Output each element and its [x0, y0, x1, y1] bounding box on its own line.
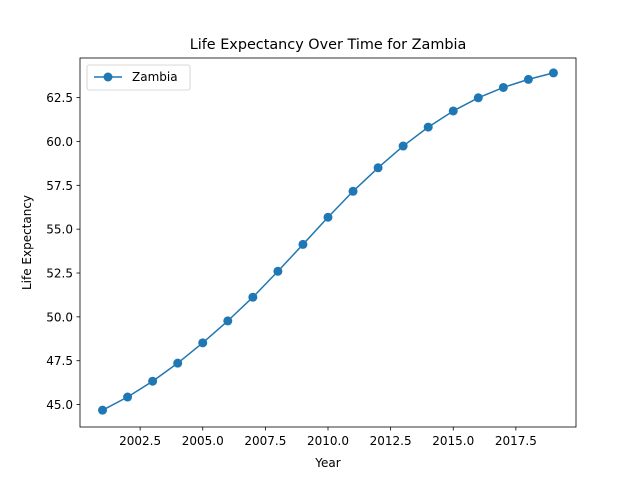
x-tick-label: 2007.5 — [244, 434, 286, 448]
legend-marker-swatch — [103, 72, 113, 82]
data-point-zambia — [323, 212, 333, 222]
data-point-zambia — [198, 338, 208, 348]
x-tick-label: 2015.0 — [432, 434, 474, 448]
data-point-zambia — [223, 316, 233, 326]
legend-label-zambia: Zambia — [132, 70, 178, 84]
data-point-zambia — [273, 266, 283, 276]
x-axis-label: Year — [314, 456, 340, 470]
data-point-zambia — [98, 405, 108, 415]
y-axis-ticks: 45.0 47.5 50.0 52.5 55.0 57.5 60.0 62.5 — [46, 91, 80, 412]
data-point-zambia — [248, 292, 258, 302]
data-point-zambia — [373, 163, 383, 173]
x-tick-label: 2005.0 — [182, 434, 224, 448]
data-point-zambia — [148, 376, 158, 386]
x-tick-label: 2002.5 — [119, 434, 161, 448]
y-axis-label: Life Expectancy — [20, 195, 34, 290]
data-point-zambia — [298, 239, 308, 249]
chart-title: Life Expectancy Over Time for Zambia — [190, 37, 467, 53]
data-point-zambia — [498, 82, 508, 92]
data-point-zambia — [473, 93, 483, 103]
y-tick-label: 57.5 — [46, 179, 73, 193]
data-point-zambia — [448, 106, 458, 116]
x-axis-ticks: 2002.5 2005.0 2007.5 2010.0 2012.5 2015.0 2017… — [119, 427, 537, 448]
data-point-zambia — [173, 358, 183, 368]
y-tick-label: 45.0 — [46, 398, 73, 412]
x-tick-label: 2012.5 — [370, 434, 412, 448]
y-tick-label: 60.0 — [46, 135, 73, 149]
y-tick-label: 52.5 — [46, 267, 73, 281]
x-tick-label: 2010.0 — [307, 434, 349, 448]
series-layer — [98, 68, 558, 415]
y-tick-label: 47.5 — [46, 354, 73, 368]
x-tick-label: 2017.5 — [495, 434, 537, 448]
legend-box — [86, 64, 191, 91]
data-point-zambia — [523, 74, 533, 84]
data-point-zambia — [398, 141, 408, 151]
y-tick-label: 50.0 — [46, 310, 73, 324]
y-tick-label: 55.0 — [46, 223, 73, 237]
data-point-zambia — [423, 122, 433, 132]
data-point-zambia — [548, 68, 558, 78]
y-tick-label: 62.5 — [46, 91, 73, 105]
data-point-zambia — [348, 186, 358, 196]
data-point-zambia — [123, 392, 133, 402]
plot-frame — [79, 57, 577, 428]
legend: Zambia — [86, 64, 191, 91]
